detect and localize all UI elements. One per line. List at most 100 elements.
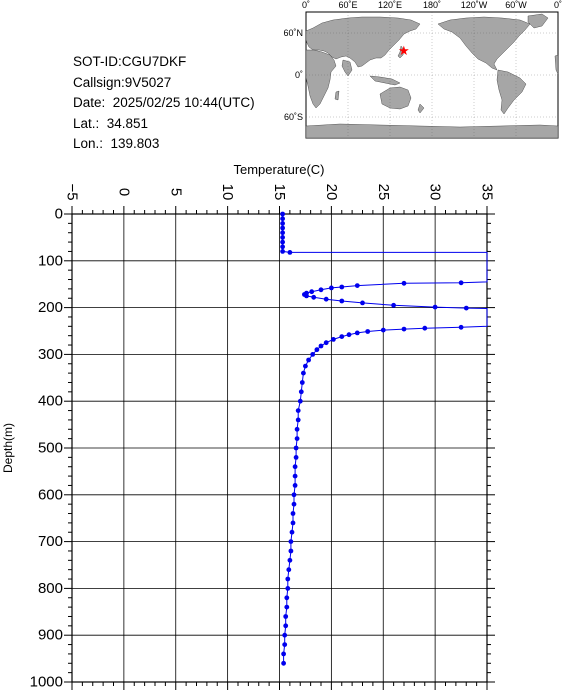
profile-data-point [422,325,428,331]
x-tick-label: 15 [271,184,288,201]
australia-land [379,86,412,110]
y-axis-label: Depth(m) [1,423,15,473]
profile-data-point [391,302,396,308]
profile-data-point [292,464,298,470]
y-tick-label: 0 [55,206,63,223]
profile-data-point [304,293,309,299]
profile-data-point [287,250,293,255]
profile-data-point [280,244,285,250]
profile-data-point [285,576,291,582]
map-longitude-label: 0˚ [554,0,562,10]
profile-data-point [292,483,298,488]
map-longitude-label: 0˚ [302,0,310,10]
profile-data-point [339,298,345,304]
profile-data-point [280,211,285,217]
new-zealand-land [417,103,425,114]
x-tick-label: 10 [219,184,236,201]
x-tick-label: 35 [479,184,496,201]
x-tick-label: 20 [323,184,340,201]
profile-data-point [318,287,324,293]
profile-data-point [280,230,285,236]
profile-data-point [286,567,292,573]
profile-data-point [339,334,345,339]
profile-data-point [297,398,303,404]
y-tick-label: 100 [38,252,63,269]
y-tick-label: 700 [38,533,63,550]
plot-frame [71,213,488,683]
profile-data-point [283,614,289,619]
profile-data-point [354,283,360,288]
profile-data-point [318,343,324,349]
y-tick-label: 900 [38,627,63,644]
profile-data-point [288,539,294,544]
map-longitude-label: 180˚ [423,0,441,10]
y-tick-label: 300 [38,346,63,363]
profile-data-point [306,357,311,363]
profile-data-point [310,352,316,357]
profile-data-point [432,304,438,310]
date-text: Date: 2025/02/25 10:44(UTC) [73,95,255,110]
longitude-text: Lon.: 139.803 [73,136,160,151]
profile-data-point [401,326,407,332]
profile-data-point [458,324,464,330]
profile-data-point [309,289,315,295]
profile-data-point [280,225,285,231]
profile-data-point [281,651,286,657]
profile-data-point [280,221,285,226]
profile-data-point [280,249,285,254]
antarctica-land [305,123,559,139]
south-america-land [496,69,527,115]
latitude-text: Lat.: 34.851 [73,115,149,131]
x-tick-label: 25 [375,184,392,201]
profile-data-point [290,520,296,526]
profile-data-point [295,417,301,423]
profile-data-point [294,436,300,441]
map-longitude-label: 120˚E [378,0,402,10]
profile-data-point [301,370,306,376]
y-tick-label: 800 [38,580,63,597]
profile-data-point [298,389,304,395]
profile-data-point [285,586,291,591]
map-latitude-label: 60˚S [284,112,303,122]
callsign-text: Callsign:9V5027 [73,74,172,90]
profile-data-point [291,492,297,498]
profile-data-point [294,426,300,432]
profile-data-point [365,329,371,334]
map-latitude-label: 0˚ [295,70,303,80]
profile-data-point [360,300,365,306]
profile-data-point [311,294,317,300]
profile-info-block: SOT-ID:CGU7DKF Callsign:9V5027 Date: 202… [73,52,255,155]
profile-data-point [323,296,329,302]
profile-data-point [299,380,305,385]
indonesia-land [369,75,401,86]
profile-data-point [280,216,285,222]
eurasia-land [305,16,421,68]
profile-data-point [284,604,290,610]
x-tick-label: 5 [167,188,184,196]
madagascar-land [334,90,340,101]
y-tick-label: 500 [38,440,63,457]
profile-data-point [289,529,295,535]
profile-data-point [284,595,290,601]
africa-land [305,49,337,109]
profile-data-point [280,239,285,245]
profile-data-point [291,501,297,507]
profile-data-point [283,623,289,629]
profile-data-point [292,473,298,479]
y-tick-label: 400 [38,393,63,410]
y-tick-label: 1000 [30,674,63,690]
greenland-land [527,13,549,29]
profile-data-point [339,284,345,290]
x-tick-label: 0 [115,188,132,196]
profile-data-point [458,280,464,286]
map-longitude-label: 60˚W [505,0,527,10]
y-tick-label: 600 [38,486,63,503]
profile-data-point [329,285,334,291]
map-longitude-label: 120˚W [461,0,488,10]
profile-data-point [323,340,329,346]
profile-data-point [280,235,285,240]
profile-data-point [346,332,352,338]
profile-data-point [331,337,336,342]
y-tick-label: 200 [38,299,63,316]
